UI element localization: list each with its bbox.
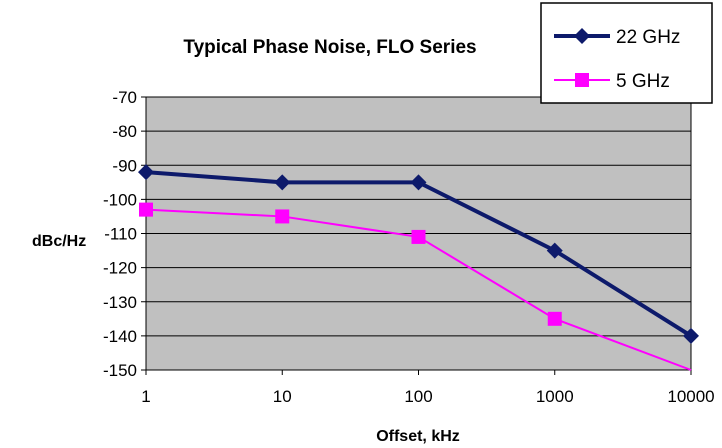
x-tick-label: 10 — [273, 387, 292, 406]
y-tick-label: -80 — [112, 122, 137, 141]
y-axis-ticks: -70 -80 -90 -100 -110 -120 -130 -140 -150 — [103, 88, 146, 380]
y-tick-label: -120 — [103, 259, 137, 278]
legend-box — [540, 2, 713, 104]
x-tick-label: 10000 — [667, 387, 714, 406]
data-point-5-ghz — [275, 209, 290, 224]
series-22-ghz — [138, 164, 699, 344]
x-tick-label: 1000 — [536, 387, 574, 406]
legend-entry-22-ghz: 22 GHz — [554, 27, 680, 48]
data-point-22-ghz — [683, 327, 699, 344]
series-layer — [138, 164, 699, 371]
series-5-ghz — [139, 202, 692, 371]
y-tick-label: -100 — [103, 190, 137, 209]
data-point-5-ghz — [547, 311, 562, 326]
legend-marker — [574, 28, 590, 44]
y-tick-label: -150 — [103, 361, 137, 380]
legend-entry-5-ghz: 5 GHz — [554, 71, 670, 92]
legend-label: 5 GHz — [616, 71, 670, 92]
data-point-22-ghz — [410, 174, 427, 191]
data-point-5-ghz — [411, 229, 426, 244]
y-tick-label: -110 — [104, 225, 137, 244]
x-tick-label: 100 — [404, 387, 432, 406]
legend-entries: 22 GHz 5 GHz — [554, 27, 680, 92]
data-point-22-ghz — [274, 174, 291, 191]
chart-title: Typical Phase Noise, FLO Series — [183, 37, 476, 58]
x-axis-label: Offset, kHz — [376, 428, 460, 445]
x-axis-ticks: 1 10 100 1000 10000 — [141, 370, 715, 406]
y-axis-label: dBc/Hz — [32, 233, 86, 250]
legend-marker — [575, 73, 589, 87]
y-tick-label: -140 — [103, 327, 137, 346]
legend: 22 GHz 5 GHz — [540, 2, 713, 104]
y-tick-label: -70 — [112, 88, 137, 107]
x-tick-label: 1 — [141, 387, 150, 406]
data-point-5-ghz — [139, 202, 153, 217]
y-tick-label: -90 — [112, 156, 137, 175]
data-point-22-ghz — [138, 164, 154, 181]
legend-label: 22 GHz — [616, 27, 680, 48]
data-point-22-ghz — [546, 242, 563, 259]
y-tick-label: -130 — [103, 293, 137, 312]
